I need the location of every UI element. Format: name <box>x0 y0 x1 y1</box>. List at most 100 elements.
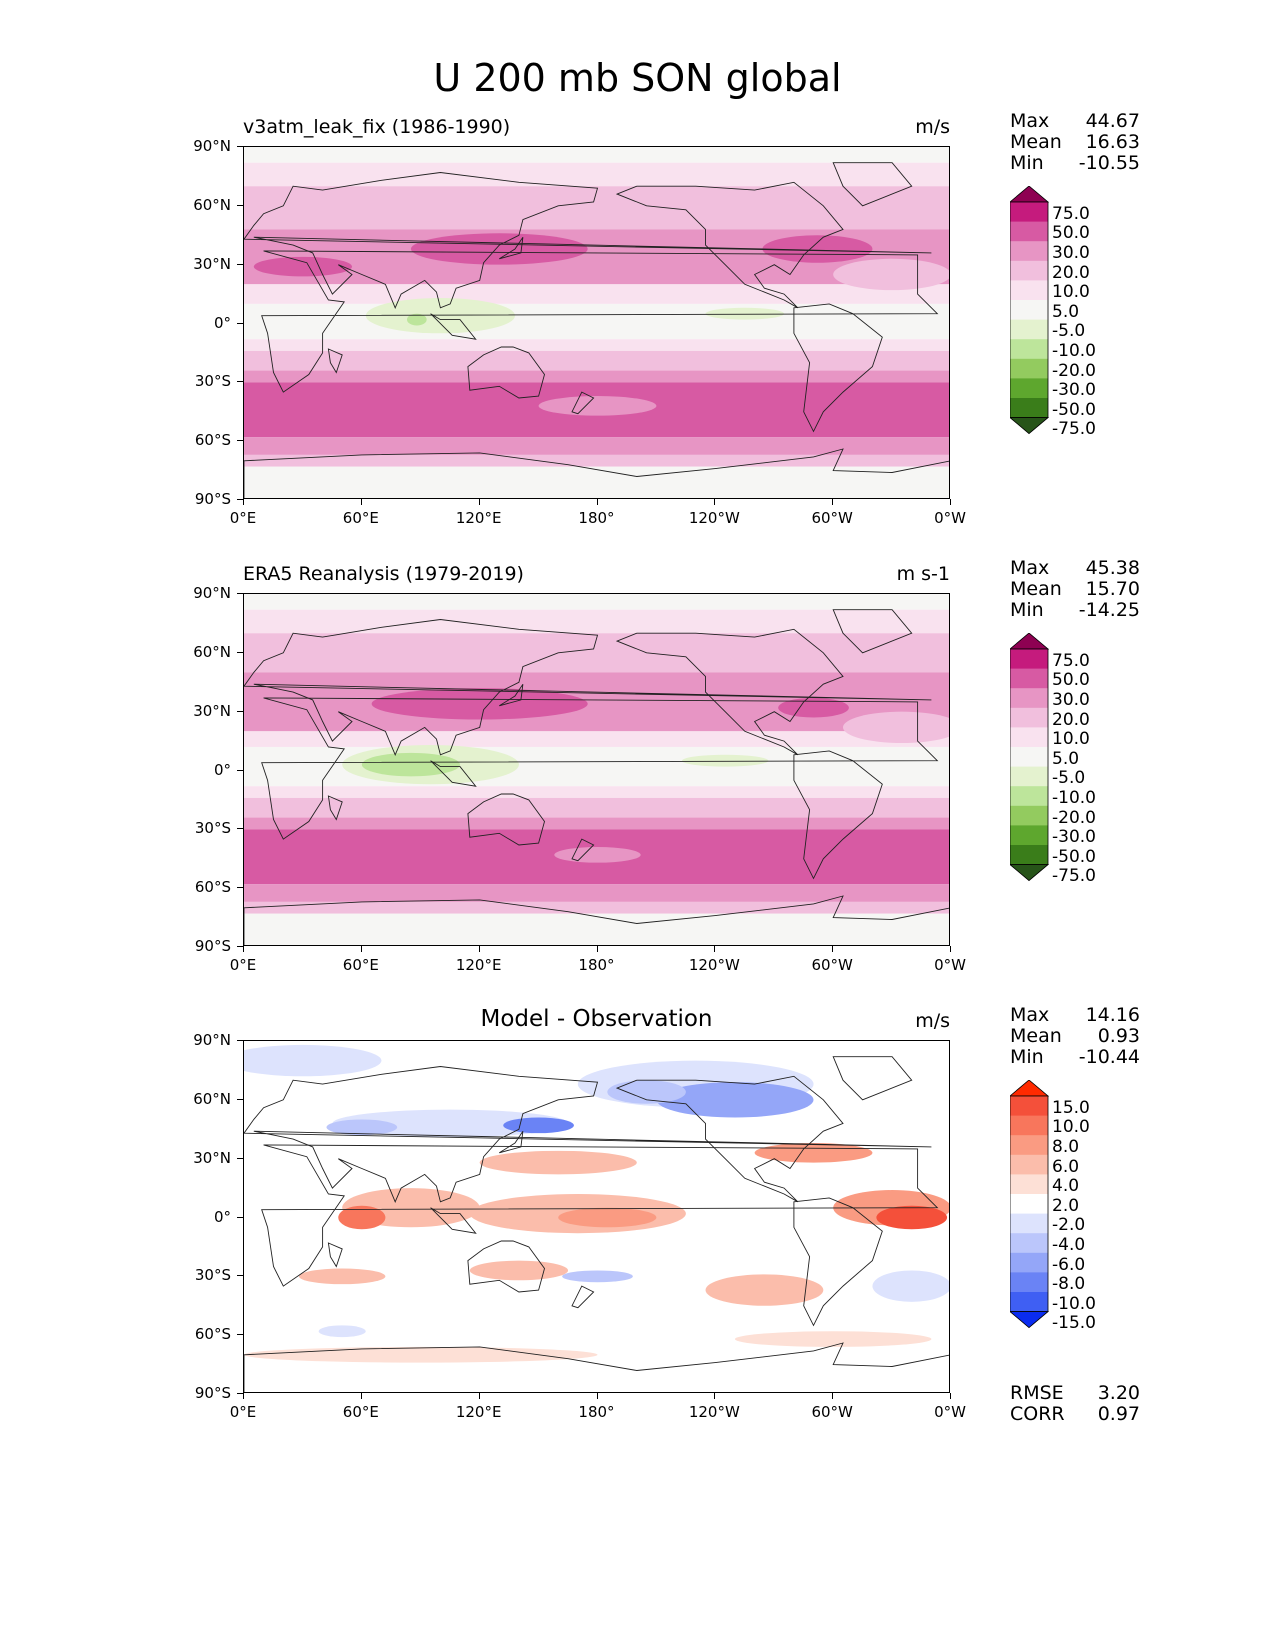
lon-tick-label: 180° <box>578 1403 615 1421</box>
colorbar-level-label: 30.0 <box>1052 243 1090 263</box>
colorbar-extend-min <box>1010 417 1050 435</box>
field-band <box>244 370 949 383</box>
field-anomaly <box>705 1274 824 1306</box>
lon-tick-mark <box>243 1393 244 1399</box>
field-band <box>244 786 949 798</box>
field-anomaly <box>872 1270 949 1302</box>
colorbar-segment <box>1010 845 1048 866</box>
coastline <box>467 793 545 846</box>
lat-tick-mark <box>237 710 243 712</box>
field-anomaly <box>554 846 641 863</box>
lat-tick-label: 90°N <box>193 1031 231 1049</box>
coastline <box>467 346 545 399</box>
lat-tick-mark <box>237 263 243 265</box>
field-band <box>244 303 949 340</box>
colorbar-level-label: 4.0 <box>1052 1176 1080 1197</box>
coastline <box>327 795 343 821</box>
field-anomaly <box>253 256 353 277</box>
stat-value: 14.16 <box>1085 1004 1140 1026</box>
lon-tick-label: 180° <box>578 509 615 527</box>
stat-label: Max <box>1010 557 1050 579</box>
colorbar-segment <box>1010 1096 1048 1117</box>
lat-tick-mark <box>237 1334 243 1336</box>
colorbar-level-label: 10.0 <box>1052 1117 1090 1138</box>
coastline <box>499 1130 524 1154</box>
colorbar-segment <box>1010 727 1048 748</box>
panel-title: ERA5 Reanalysis (1979-2019) <box>243 563 524 585</box>
stat-label: Min <box>1010 599 1044 621</box>
colorbar-segment <box>1010 1154 1048 1175</box>
coastline <box>327 348 343 374</box>
field-anomaly <box>656 1082 814 1118</box>
field-anomaly <box>371 688 588 720</box>
lat-tick-mark <box>237 1157 243 1159</box>
lon-tick-mark <box>478 499 480 505</box>
field-anomaly <box>762 235 873 263</box>
colorbar-level-label: 5.0 <box>1052 301 1080 322</box>
lon-tick-label: 0°E <box>229 509 257 527</box>
stat-label: Min <box>1010 1046 1044 1068</box>
colorbar-level-label: -8.0 <box>1052 1274 1086 1295</box>
colorbar-segment <box>1010 747 1048 768</box>
colorbar-level-label: -5.0 <box>1052 768 1086 789</box>
lat-tick-mark <box>237 499 243 500</box>
field-anomaly <box>469 1260 569 1281</box>
field-band <box>244 454 949 467</box>
field-anomaly <box>244 1346 598 1363</box>
colorbar-level-label: 50.0 <box>1052 223 1090 244</box>
coastline <box>571 391 595 415</box>
lat-tick-label: 90°S <box>194 1384 231 1402</box>
coastline <box>793 750 883 880</box>
lon-tick-mark <box>714 1393 716 1399</box>
lat-tick-label: 30°S <box>194 819 231 838</box>
lon-tick-label: 60°W <box>811 956 853 974</box>
lon-tick-mark <box>360 1393 362 1399</box>
lat-tick-label: 0° <box>213 1207 231 1226</box>
field-anomaly <box>562 1270 633 1283</box>
lat-tick-mark <box>237 1216 243 1218</box>
lat-tick-label: 30°N <box>193 254 231 273</box>
coastline <box>430 313 477 340</box>
field-anomaly <box>338 1205 386 1230</box>
colorbar-segment <box>1010 1272 1048 1293</box>
field-anomaly <box>361 752 461 777</box>
colorbar-level-label: -50.0 <box>1052 846 1096 867</box>
colorbar-level-label: -30.0 <box>1052 827 1096 848</box>
colorbar-segment <box>1010 1213 1048 1234</box>
stat-label: Max <box>1010 110 1050 132</box>
stat-label: Mean <box>1010 1025 1062 1047</box>
lat-tick-label: 90°S <box>194 490 231 508</box>
map-panel-3 <box>243 1040 950 1393</box>
map-field-1 <box>244 147 949 498</box>
colorbar-segment <box>1010 707 1048 728</box>
stat-value: -10.44 <box>1078 1046 1140 1068</box>
lon-tick-label: 120°E <box>455 509 502 527</box>
colorbar-level-label: -30.0 <box>1052 380 1096 401</box>
colorbar-level-label: -10.0 <box>1052 341 1096 361</box>
field-anomaly <box>734 1331 932 1347</box>
field-band <box>244 913 949 945</box>
lat-tick-mark <box>237 769 243 771</box>
lat-tick-label: 30°S <box>194 372 231 391</box>
lon-tick-mark <box>596 946 598 952</box>
lon-tick-label: 0°W <box>934 1403 966 1421</box>
lat-tick-mark <box>237 322 243 324</box>
lat-tick-mark <box>237 887 243 889</box>
colorbar-extend-min <box>1010 1311 1050 1329</box>
field-anomaly <box>558 1207 657 1228</box>
units-label: m s-1 <box>896 563 950 585</box>
field-band <box>244 884 949 902</box>
lat-tick-mark <box>237 440 243 442</box>
colorbar-segment <box>1010 260 1048 281</box>
coastline <box>244 1066 932 1203</box>
stat-value: -14.25 <box>1078 599 1140 621</box>
colorbar-level-label: 15.0 <box>1052 1097 1090 1118</box>
coastline <box>793 1197 883 1327</box>
lat-tick-mark <box>237 1275 243 1277</box>
colorbar-segment <box>1010 221 1048 242</box>
lon-tick-label: 0°E <box>229 956 257 974</box>
stat-value: 16.63 <box>1085 131 1140 153</box>
map-field-3 <box>244 1041 949 1392</box>
coastline <box>244 619 932 756</box>
lat-tick-mark <box>237 146 243 147</box>
